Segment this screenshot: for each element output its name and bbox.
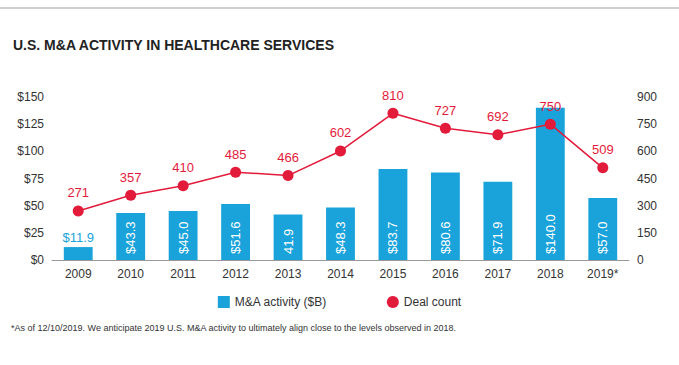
svg-text:727: 727 [435, 103, 457, 118]
svg-text:$0: $0 [31, 253, 45, 267]
svg-text:M&A activity ($B): M&A activity ($B) [235, 295, 326, 309]
svg-text:2018: 2018 [537, 267, 564, 281]
svg-text:U.S. M&A ACTIVITY IN HEALTHCAR: U.S. M&A ACTIVITY IN HEALTHCARE SERVICES [13, 37, 334, 53]
svg-text:Deal count: Deal count [404, 295, 462, 309]
svg-text:300: 300 [637, 199, 657, 213]
svg-text:2015: 2015 [380, 267, 407, 281]
svg-text:485: 485 [225, 147, 247, 162]
svg-text:900: 900 [637, 90, 657, 104]
svg-text:$140.0: $140.0 [543, 214, 558, 254]
svg-text:0: 0 [637, 253, 644, 267]
svg-text:410: 410 [172, 160, 194, 175]
svg-text:271: 271 [67, 185, 89, 200]
svg-text:$150: $150 [17, 90, 44, 104]
svg-text:150: 150 [637, 226, 657, 240]
svg-text:602: 602 [330, 125, 352, 140]
svg-text:2010: 2010 [117, 267, 144, 281]
svg-text:692: 692 [487, 109, 509, 124]
svg-text:600: 600 [637, 144, 657, 158]
svg-text:$43.3: $43.3 [123, 221, 138, 254]
svg-text:750: 750 [637, 117, 657, 131]
svg-text:357: 357 [120, 170, 142, 185]
svg-text:$51.6: $51.6 [228, 221, 243, 254]
svg-text:$125: $125 [17, 117, 44, 131]
svg-text:41.9: 41.9 [281, 229, 296, 254]
svg-text:$83.7: $83.7 [385, 221, 400, 254]
svg-text:$71.9: $71.9 [490, 221, 505, 254]
svg-text:450: 450 [637, 172, 657, 186]
svg-text:2014: 2014 [327, 267, 354, 281]
svg-text:$45.0: $45.0 [176, 221, 191, 254]
svg-text:$11.9: $11.9 [62, 230, 94, 245]
svg-text:2016: 2016 [432, 267, 459, 281]
svg-text:2009: 2009 [65, 267, 92, 281]
svg-text:$25: $25 [24, 226, 44, 240]
svg-text:2017: 2017 [485, 267, 512, 281]
svg-text:$80.6: $80.6 [438, 221, 453, 254]
svg-text:$100: $100 [17, 144, 44, 158]
svg-text:$48.3: $48.3 [333, 221, 348, 254]
svg-text:$57.0: $57.0 [595, 221, 610, 254]
svg-text:509: 509 [592, 142, 614, 157]
svg-text:2013: 2013 [275, 267, 302, 281]
svg-text:2012: 2012 [222, 267, 249, 281]
svg-text:$50: $50 [24, 199, 44, 213]
svg-text:$75: $75 [24, 172, 44, 186]
svg-text:2011: 2011 [170, 267, 196, 281]
svg-text:2019*: 2019* [587, 267, 619, 281]
svg-text:466: 466 [277, 150, 299, 165]
svg-text:*As of 12/10/2019. We anticipa: *As of 12/10/2019. We anticipate 2019 U.… [11, 323, 456, 333]
svg-text:810: 810 [382, 88, 404, 103]
svg-text:750: 750 [539, 99, 561, 114]
